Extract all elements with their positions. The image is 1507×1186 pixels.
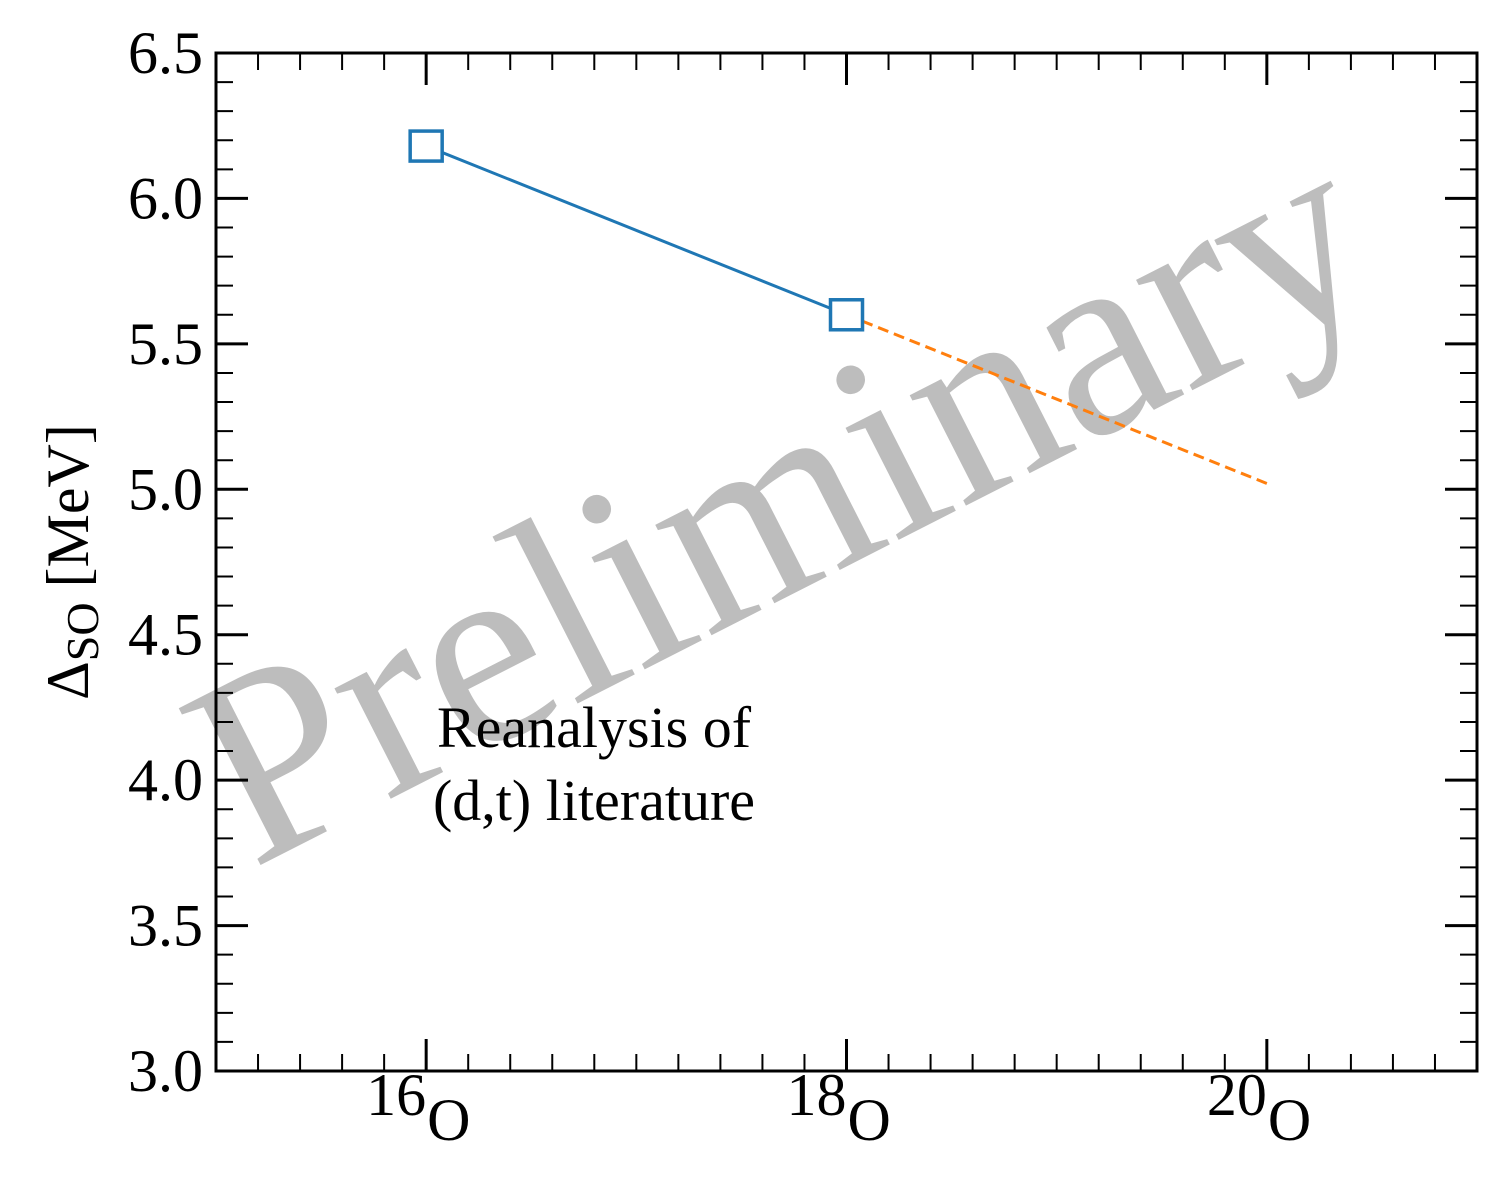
y-tick-label: 3.5	[128, 893, 203, 959]
x-tick-label-mass: 16	[366, 1062, 426, 1128]
annotation-line-1: Reanalysis of	[437, 695, 752, 760]
x-tick-label-element: O	[427, 1087, 470, 1153]
y-tick-label: 5.5	[128, 311, 203, 377]
y-tick-label: 4.5	[128, 602, 203, 668]
data-point-marker	[828, 298, 865, 332]
series-line-0	[425, 144, 848, 317]
series-line-1	[845, 313, 1268, 485]
x-tick-label-mass: 18	[787, 1062, 847, 1128]
y-axis-label: ΔSO [MeV]	[35, 424, 108, 700]
y-tick-labels: 3.0 3.5 4.0 4.5 5.0 5.5 6.0 6.5	[128, 20, 203, 1104]
watermark-text: Preliminary	[143, 77, 1415, 922]
x-tick-label-element: O	[1268, 1087, 1311, 1153]
x-tick-label-element: O	[848, 1087, 891, 1153]
y-tick-label: 5.0	[128, 456, 203, 522]
x-tick-label-mass: 20	[1207, 1062, 1267, 1128]
y-tick-label: 4.0	[128, 747, 203, 813]
y-tick-label: 6.5	[128, 20, 203, 86]
x-tick-labels: 16 O 18 O 20 O	[366, 1062, 1311, 1153]
y-tick-label: 6.0	[128, 165, 203, 231]
axis-ticks	[216, 51, 1477, 1073]
y-tick-label: 3.0	[128, 1038, 203, 1104]
annotation-line-2: (d,t) literature	[433, 768, 755, 833]
data-point-marker	[408, 129, 444, 163]
data-series	[408, 129, 1268, 485]
plot-frame	[214, 51, 1479, 1073]
